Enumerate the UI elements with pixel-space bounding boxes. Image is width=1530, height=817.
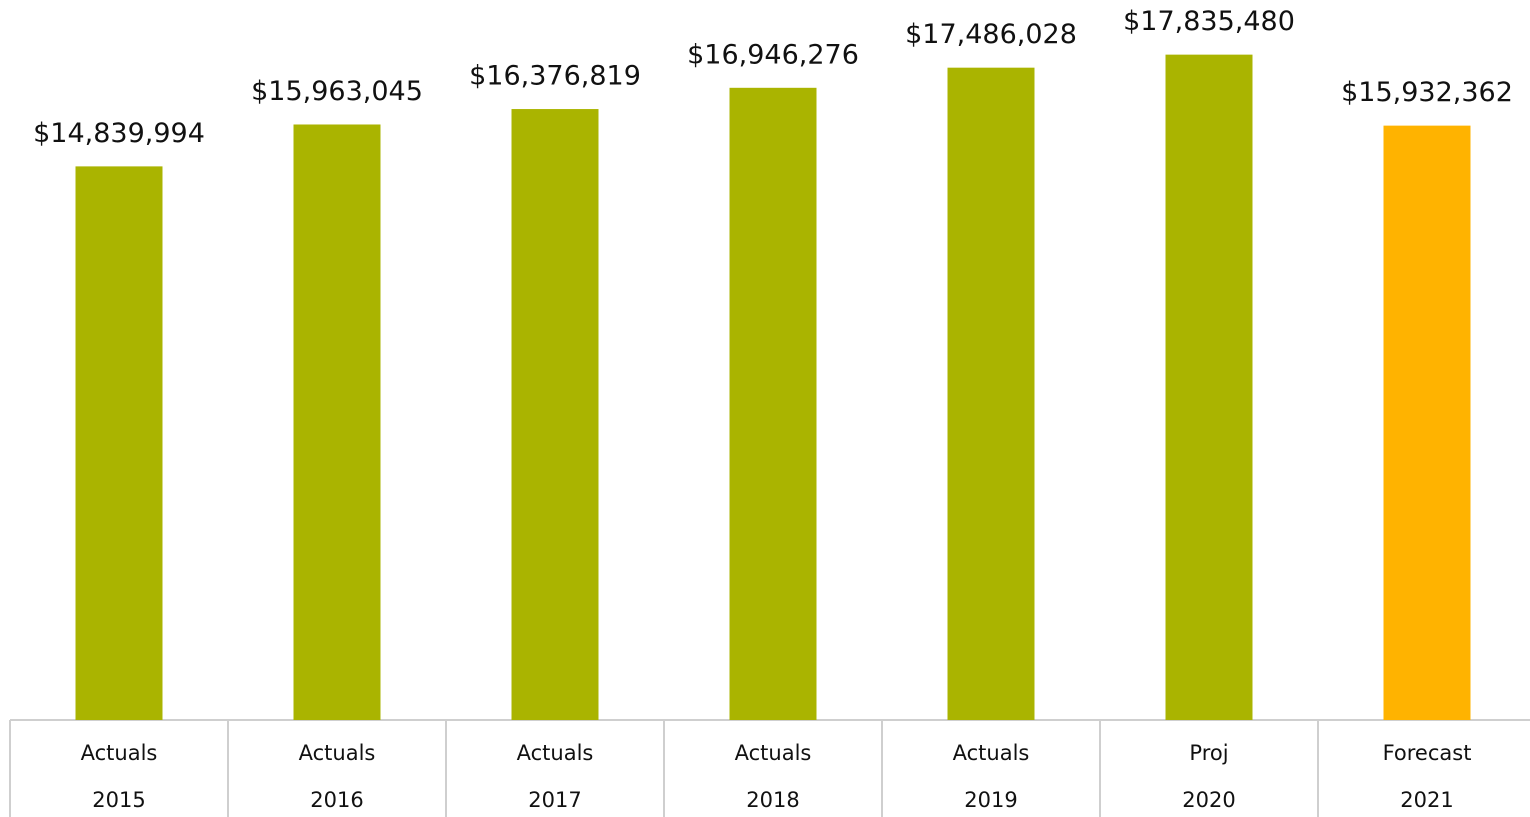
- category-group-label: Actuals: [517, 741, 594, 765]
- category-group-label: Proj: [1189, 741, 1228, 765]
- value-label: $16,946,276: [687, 39, 859, 70]
- x-tick-label: 2018: [746, 788, 799, 812]
- value-label: $15,963,045: [251, 76, 423, 107]
- x-tick-label: 2019: [964, 788, 1017, 812]
- bar: [947, 67, 1035, 720]
- x-tick-label: 2017: [528, 788, 581, 812]
- x-tick-label: 2020: [1182, 788, 1235, 812]
- value-label: $16,376,819: [469, 61, 641, 92]
- category-group-label: Actuals: [299, 741, 376, 765]
- bar: [75, 166, 163, 720]
- bar: [729, 87, 817, 721]
- category-group-label: Forecast: [1383, 741, 1472, 765]
- x-tick-label: 2016: [310, 788, 363, 812]
- x-tick-label: 2015: [92, 788, 145, 812]
- category-group-label: Actuals: [735, 741, 812, 765]
- category-group-label: Actuals: [953, 741, 1030, 765]
- value-label: $17,486,028: [905, 19, 1077, 50]
- value-label: $14,839,994: [33, 118, 205, 149]
- bar: [293, 124, 381, 721]
- bar: [1165, 54, 1253, 720]
- x-tick-label: 2021: [1400, 788, 1453, 812]
- category-group-label: Actuals: [81, 741, 158, 765]
- value-label: $15,932,362: [1341, 77, 1513, 108]
- value-label: $17,835,480: [1123, 6, 1295, 37]
- bar: [511, 109, 599, 720]
- bar: [1383, 125, 1471, 721]
